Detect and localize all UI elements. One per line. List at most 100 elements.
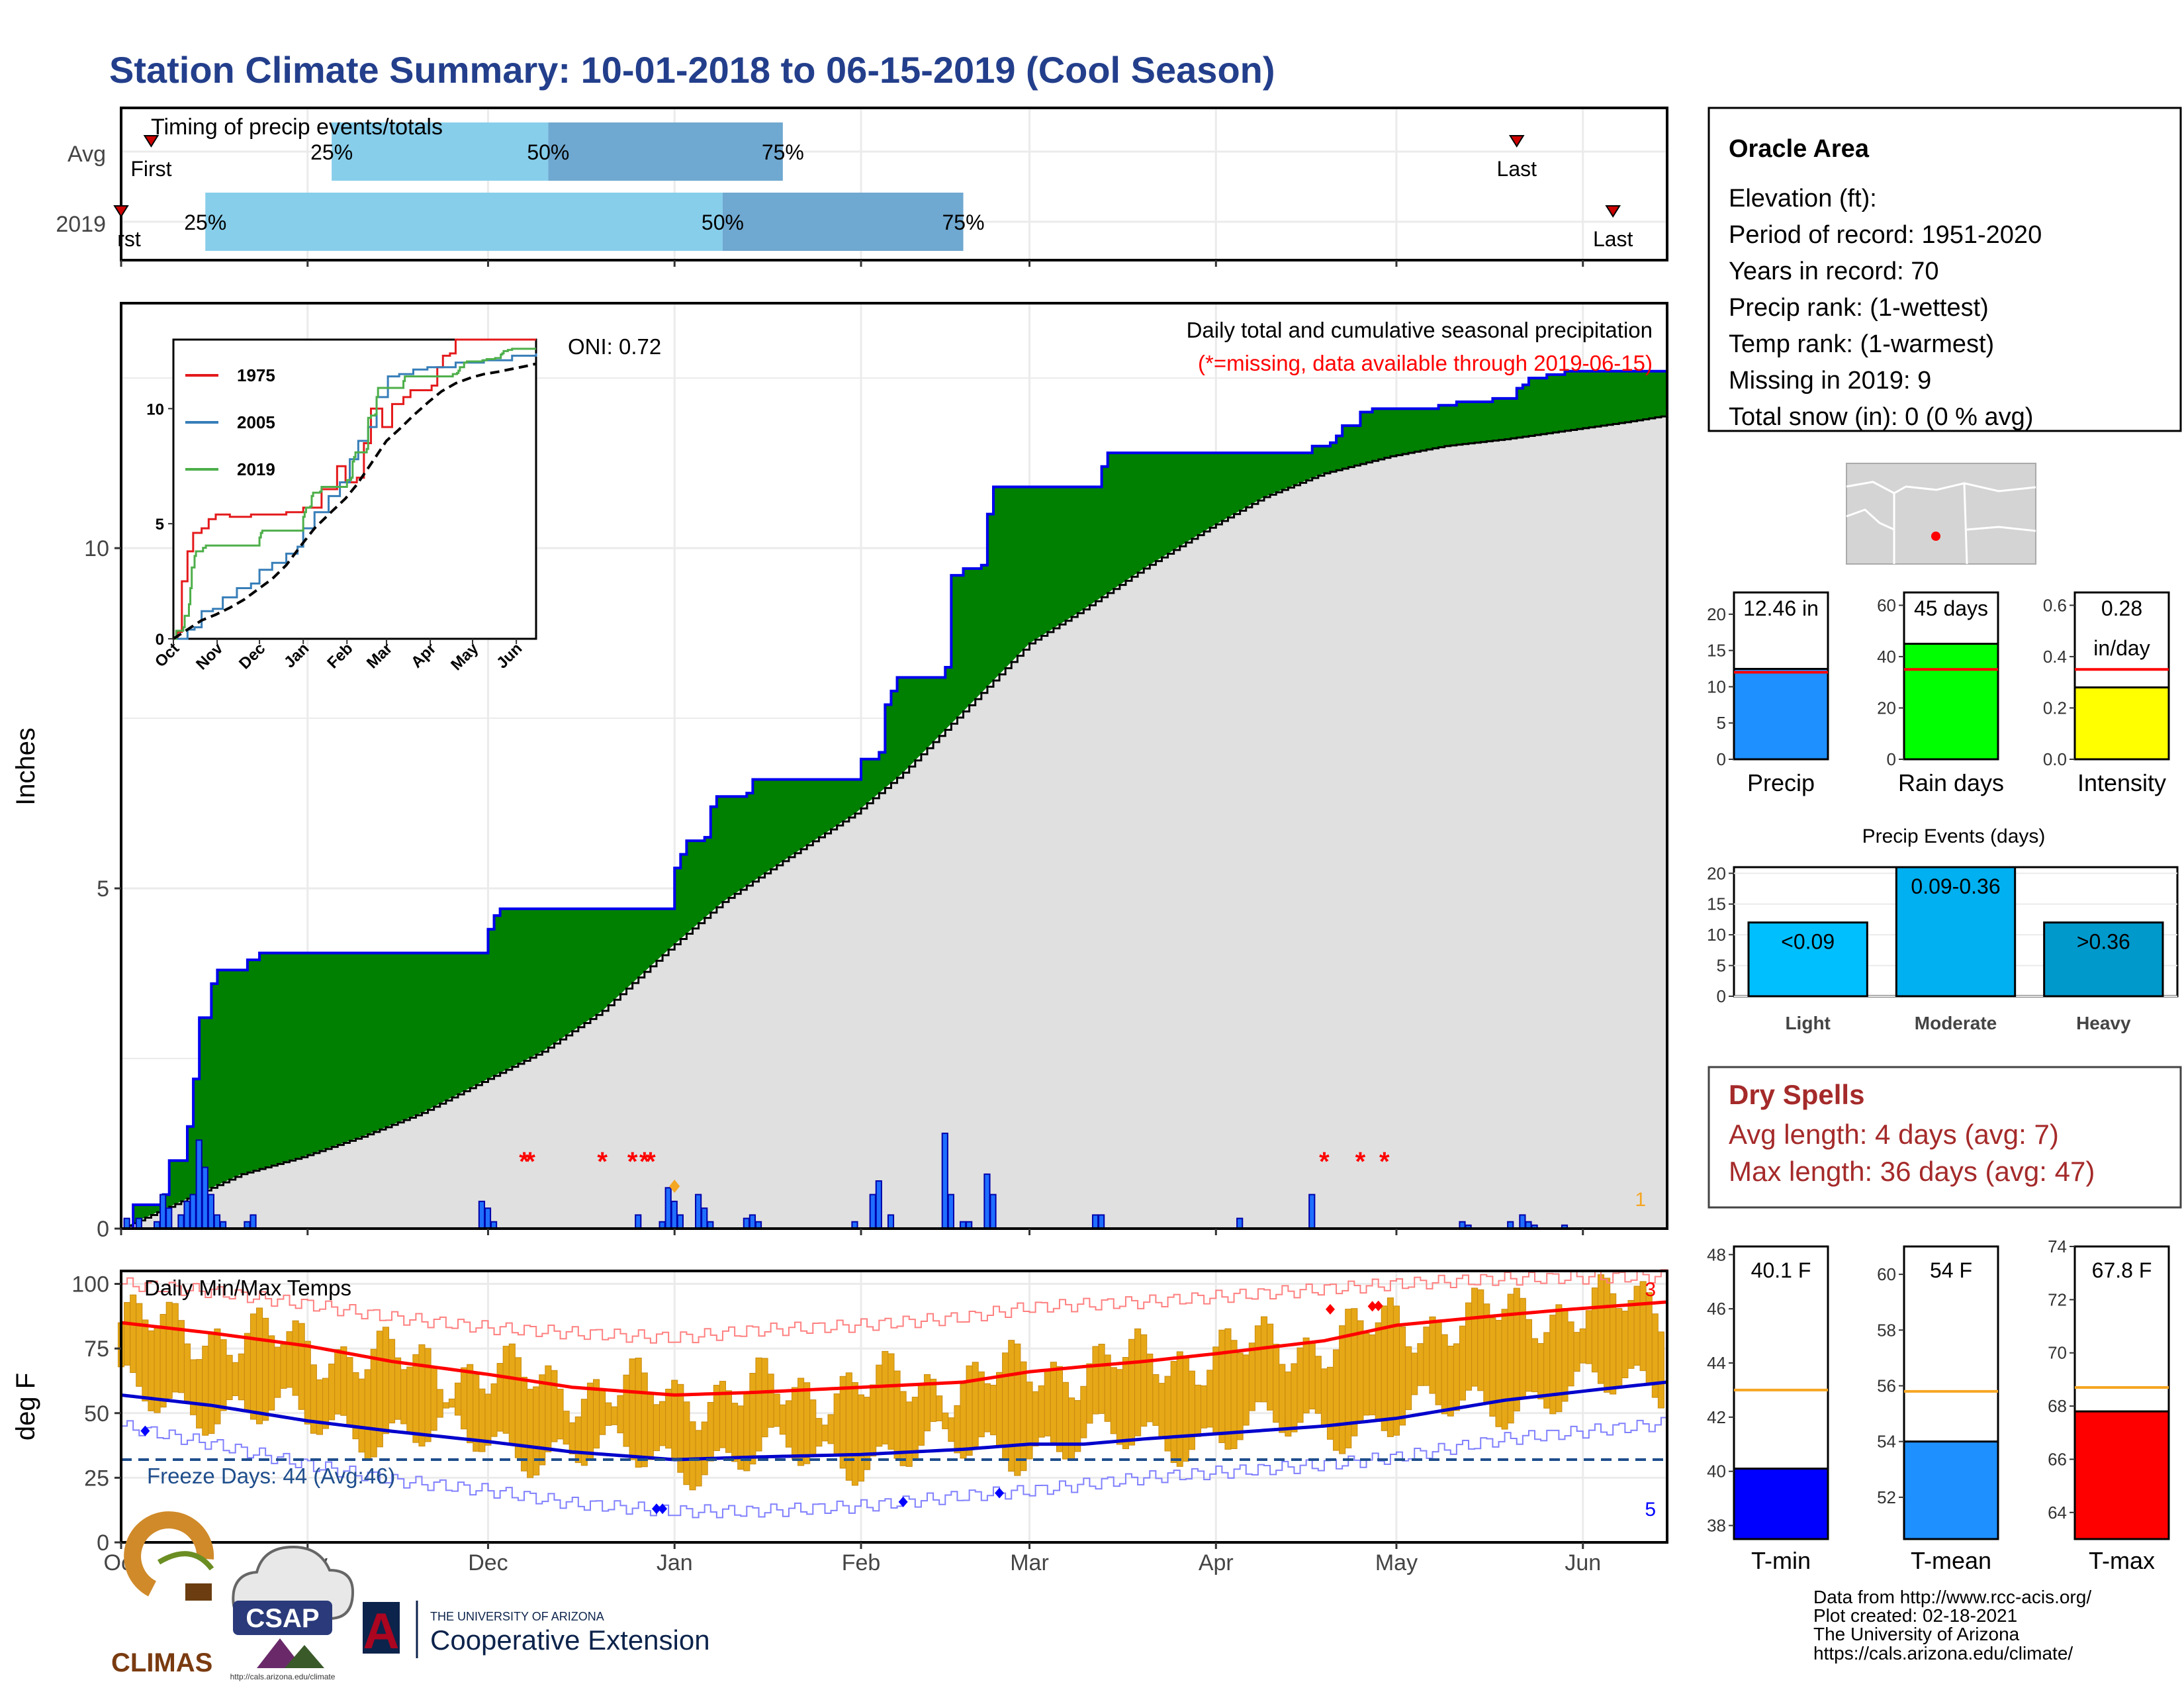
ua-name-small: THE UNIVERSITY OF ARIZONA (430, 1610, 604, 1623)
temp-summary-tick-label: 52 (1877, 1487, 1896, 1507)
daily-precip-bar (484, 1207, 492, 1229)
precip-summary-bar-2 (2073, 686, 2170, 761)
temp-y-tick-label: 50 (84, 1401, 109, 1427)
daily-temp-range-bar (358, 1378, 365, 1453)
missing-day-marker: * (1379, 1147, 1390, 1176)
daily-temp-range-bar (1501, 1309, 1508, 1430)
station-years: Years in record: 70 (1729, 258, 1939, 285)
daily-temp-range-bar (1254, 1325, 1261, 1403)
daily-temp-range-bar (1020, 1361, 1027, 1472)
month-label: Apr (1199, 1550, 1234, 1575)
inset-x-tick-label: Dec (236, 639, 269, 673)
precip-summary-value-label-1: 45 days (1914, 596, 1988, 620)
daily-temp-range-bar (779, 1404, 786, 1435)
daily-temp-range-bar (352, 1372, 359, 1440)
cumulative-surplus-area (121, 371, 1667, 1229)
precip-summary-category-1: Rain days (1898, 769, 2004, 796)
footer-data-source: Data from http://www.rcc-acis.org/ (1813, 1587, 2091, 1607)
climas-logo[interactable]: CLIMAS (111, 1511, 214, 1677)
daily-temp-range-bar (1579, 1328, 1586, 1364)
daily-temp-range-bar (1279, 1364, 1286, 1433)
temp-summary-tick-label: 74 (2048, 1237, 2067, 1256)
daily-temp-range-bar (1495, 1319, 1502, 1427)
daily-temp-range-bar (1122, 1357, 1129, 1450)
record-low-marker (995, 1487, 1005, 1499)
daily-temp-range-bar (1092, 1346, 1099, 1415)
daily-temp-range-bar (653, 1404, 660, 1452)
daily-temp-range-bar (983, 1383, 991, 1432)
daily-precip-bar (664, 1187, 672, 1229)
station-temp-rank: Temp rank: (1-warmest) (1729, 330, 1994, 358)
inset-x-tick-label: Mar (363, 639, 396, 672)
daily-temp-range-bar (1435, 1320, 1442, 1405)
daily-precip-bar (947, 1194, 954, 1229)
missing-day-marker: * (597, 1147, 608, 1176)
timing-bar-q25-q50-1 (205, 193, 723, 251)
university-of-arizona-logo[interactable]: A THE UNIVERSITY OF ARIZONA Cooperative … (363, 1601, 710, 1660)
precip-panel-title: Daily total and cumulative seasonal prec… (1187, 318, 1653, 342)
daily-temp-range-bar (256, 1307, 263, 1425)
daily-temp-range-bar (1008, 1340, 1015, 1472)
daily-temp-range-bar (1591, 1288, 1598, 1373)
daily-temp-range-bar (1585, 1310, 1592, 1364)
daily-temp-range-bar (130, 1294, 137, 1374)
station-name: Oracle Area (1729, 135, 1870, 163)
daily-temp-range-bar (527, 1389, 534, 1478)
daily-temp-range-bar (1086, 1363, 1093, 1424)
timing-bar-q25-q50-0 (332, 122, 549, 181)
daily-temp-range-bar (334, 1349, 341, 1415)
daily-temp-range-bar (1429, 1316, 1436, 1394)
precip-summary-tick-label: 5 (1717, 713, 1726, 733)
month-label: Feb (842, 1550, 881, 1575)
record-high-marker (1367, 1301, 1377, 1312)
daily-temp-range-bar (183, 1343, 191, 1402)
timing-marker-last-1 (1605, 205, 1621, 218)
footer-university: The University of Arizona (1813, 1624, 2020, 1644)
daily-temp-range-bar (1567, 1321, 1574, 1387)
station-elevation: Elevation (ft): (1729, 185, 1877, 212)
precip-y-tick-label: 5 (97, 876, 109, 902)
timing-bar-q50-q75-1 (722, 193, 964, 251)
dry-spells-box: Dry Spells Avg length: 4 days (avg: 7) M… (1707, 1066, 2182, 1209)
daily-temp-range-bar (1038, 1385, 1045, 1438)
daily-temp-range-bar (514, 1357, 522, 1458)
snow-day-marker (669, 1180, 680, 1193)
temp-summary-bar-1 (1903, 1440, 1999, 1540)
daily-temp-range-bar (773, 1393, 780, 1427)
ua-name-big: Cooperative Extension (430, 1624, 710, 1656)
daily-temp-range-bar (899, 1391, 907, 1466)
temp-summary-category-0: T-min (1751, 1547, 1811, 1574)
daily-temp-range-bar (508, 1343, 516, 1444)
daily-temp-range-bar (1483, 1303, 1490, 1403)
daily-temp-range-bar (1248, 1342, 1255, 1411)
daily-precip-bar (135, 1217, 142, 1230)
average-max-temp-line (120, 1300, 1668, 1397)
freeze-days-label: Freeze Days: 44 (Avg:46) (147, 1464, 395, 1488)
daily-temp-range-bar (647, 1392, 654, 1460)
precip-events-value-label: >0.36 (2077, 930, 2130, 954)
temp-y-tick-label: 75 (84, 1336, 109, 1362)
daily-temp-range-bar (388, 1338, 396, 1424)
month-label: Jan (657, 1550, 693, 1575)
inset-y-tick-label: 5 (156, 516, 164, 534)
daily-temp-range-bar (599, 1389, 606, 1435)
daily-temp-range-bar (1212, 1346, 1220, 1434)
daily-temp-range-bar (1056, 1366, 1064, 1452)
daily-precip-bar (213, 1214, 221, 1229)
record-low-count: 5 (1645, 1499, 1656, 1521)
precip-events-tick-label: 0 (1717, 986, 1726, 1006)
daily-precip-bar (165, 1207, 173, 1229)
daily-temp-range-bar (226, 1354, 233, 1401)
daily-temp-range-bar (1170, 1361, 1177, 1463)
daily-temp-range-bar (821, 1425, 829, 1442)
csap-url: http://cals.arizona.edu/climate (230, 1672, 336, 1681)
daily-temp-range-bar (917, 1383, 925, 1446)
daily-temp-range-bar (1260, 1316, 1268, 1403)
daily-temp-range-bar (448, 1398, 455, 1408)
daily-precip-bar (743, 1217, 750, 1230)
daily-temp-range-bar (496, 1363, 504, 1432)
timing-pct-50-0: 50% (527, 140, 569, 164)
csap-logo[interactable]: CSAP http://cals.arizona.edu/climate (230, 1545, 355, 1681)
daily-temp-range-bar (1002, 1352, 1009, 1460)
daily-temp-range-bar (412, 1354, 420, 1443)
